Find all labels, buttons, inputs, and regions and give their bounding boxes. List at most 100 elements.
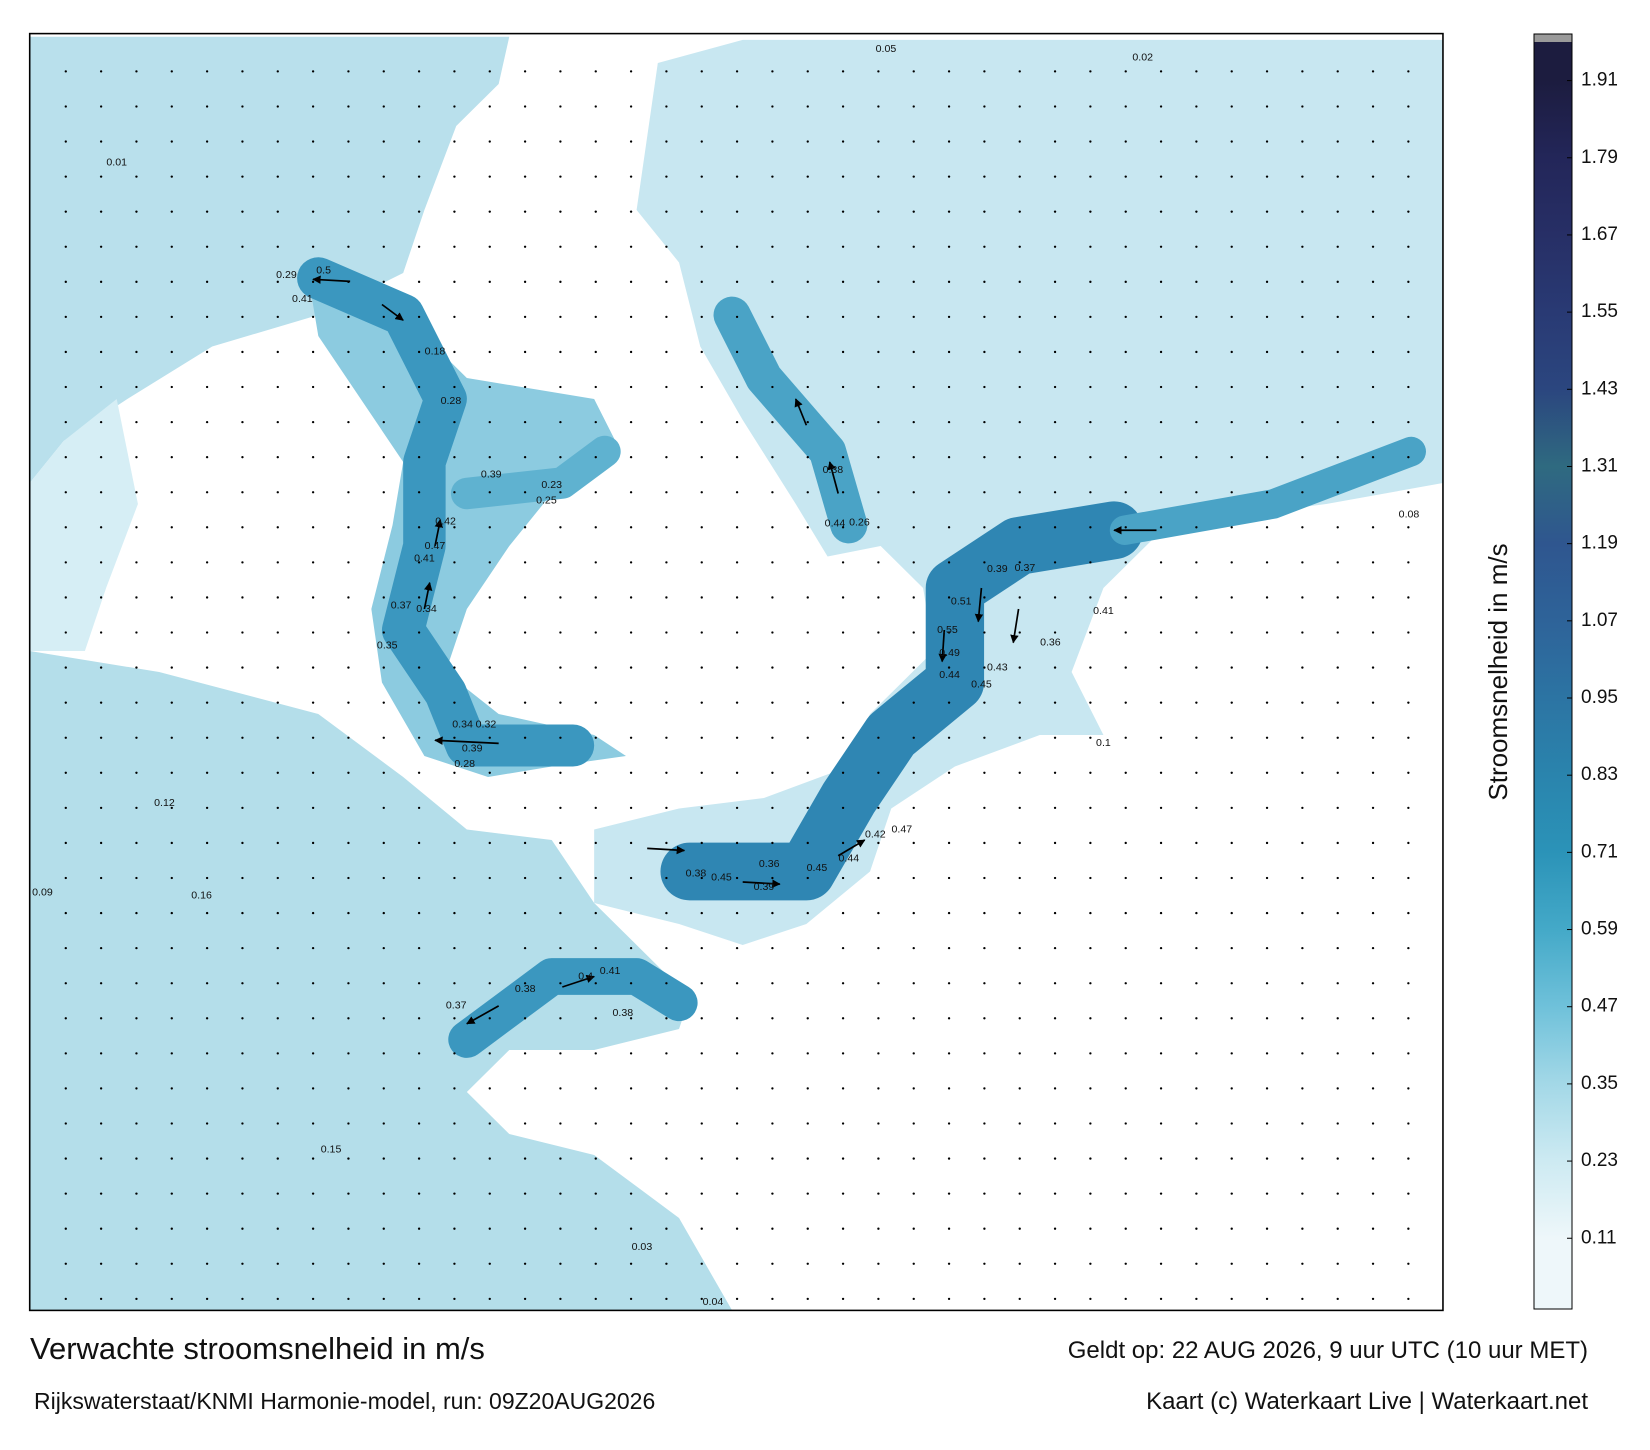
grid-dot [1407,736,1410,739]
grid-dot [311,245,315,248]
grid-dot [1159,1122,1163,1125]
grid-dot [700,841,703,845]
grid-dot [1018,210,1021,213]
grid-dot [1159,982,1163,985]
grid-dot [1018,631,1021,634]
grid-dot [135,210,138,213]
channel [297,257,595,767]
grid-dot [806,350,809,354]
grid-dot [735,245,739,248]
grid-dot [877,876,880,880]
grid-dot [1018,1052,1021,1055]
grid-dot [947,385,951,389]
grid-dot [983,175,986,178]
grid-dot [453,1192,456,1195]
grid-dot [488,596,491,599]
grid-dot [665,1017,668,1020]
speed-label: 0.38 [612,1007,633,1019]
grid-dot [347,456,350,459]
grid-dot [1089,596,1092,599]
grid-dot [771,526,774,529]
grid-dot [665,70,668,73]
grid-dot [594,1052,597,1055]
grid-dot [594,946,597,950]
grid-dot [382,806,385,810]
grid-dot [347,666,350,669]
speed-label: 0.37 [1015,562,1036,574]
arrow [423,581,433,610]
grid-dot [1053,631,1057,634]
grid-dot [417,1227,421,1230]
grid-dot [700,456,703,459]
grid-dot [170,491,173,494]
grid-dot [559,1297,562,1301]
grid-dot [170,911,173,915]
grid-dot [912,385,915,389]
grid-dot [841,1262,845,1265]
grid-dot [417,946,421,950]
grid-dot [1053,350,1057,354]
grid-dot [99,1262,103,1265]
grid-dot [241,140,244,143]
grid-dot [347,982,350,985]
grid-dot [594,631,597,634]
grid-dot [311,631,315,634]
grid-dot [1230,105,1233,108]
grid-dot [170,736,173,739]
grid-dot [64,1087,67,1090]
grid-dot [1265,420,1269,424]
grid-dot [947,736,951,739]
grid-dot [99,666,103,669]
grid-dot [983,666,986,669]
grid-dot [1265,70,1269,73]
grid-dot [170,666,173,669]
grid-dot [841,175,845,178]
grid-dot [983,701,986,704]
grid-dot [276,1297,279,1301]
grid-dot [170,631,173,634]
grid-dot [877,491,880,494]
grid-dot [170,420,173,424]
grid-dot [453,736,456,739]
grid-dot [347,1052,350,1055]
grid-dot [665,561,668,564]
grid-dot [1265,456,1269,459]
sea-left-strip [29,398,138,651]
grid-dot [347,210,350,213]
grid-dot [629,876,633,880]
grid-dot [629,245,633,248]
grid-dot [523,385,527,389]
grid-dot [276,280,279,283]
grid-dot [1053,1017,1057,1020]
grid-dot [1371,946,1375,950]
grid-dot [1230,1017,1233,1020]
grid-dot [665,946,668,950]
grid-dot [1159,456,1163,459]
grid-dot [1053,526,1057,529]
grid-dot [806,1087,809,1090]
grid-dot [241,1122,244,1125]
grid-dot [912,245,915,248]
grid-dot [1371,631,1375,634]
grid-dot [594,280,597,283]
grid-dot [1159,70,1163,73]
grid-dot [311,1227,315,1230]
grid-dot [1018,1192,1021,1195]
grid-dot [1336,666,1339,669]
grid-dot [523,1017,527,1020]
grid-dot [877,140,880,143]
grid-dot [594,105,597,108]
grid-dot [735,841,739,845]
grid-dot [488,736,491,739]
grid-dot [771,1262,774,1265]
grid-dot [1265,1192,1269,1195]
grid-dot [311,280,315,283]
grid-dot [64,701,67,704]
grid-dot [1195,1087,1198,1090]
grid-dot [347,1262,350,1265]
grid-dot [453,280,456,283]
grid-dot [877,596,880,599]
grid-dot [1265,911,1269,915]
grid-dot [629,1192,633,1195]
grid-dot [629,736,633,739]
